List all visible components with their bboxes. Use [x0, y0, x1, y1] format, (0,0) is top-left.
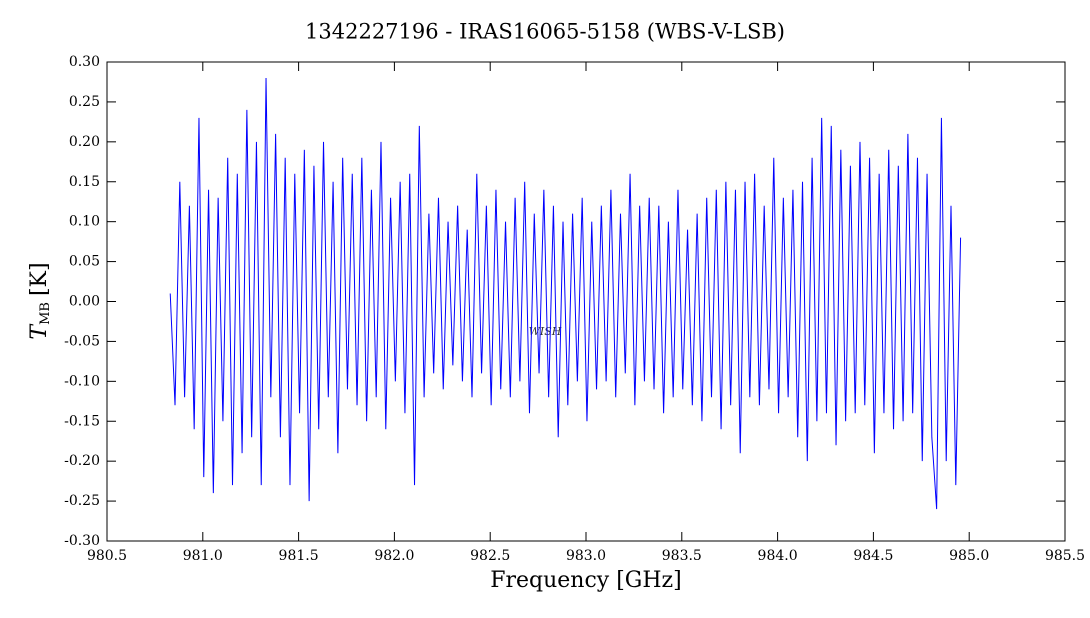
y-tick-label: -0.25: [64, 493, 100, 509]
y-tick-label: 0.20: [69, 134, 100, 150]
x-tick-label: 982.0: [374, 548, 414, 564]
y-tick-label: 0.25: [69, 94, 100, 110]
y-tick-label: 0.15: [69, 174, 100, 190]
y-tick-label: 0.05: [69, 254, 100, 270]
y-label-unit: [K]: [27, 262, 52, 296]
y-tick-label: -0.05: [64, 333, 100, 349]
y-tick-label: -0.20: [64, 453, 100, 469]
y-label-symbol: T: [27, 323, 52, 340]
chart-title: 1342227196 - IRAS16065-5158 (WBS-V-LSB): [305, 20, 785, 44]
x-tick-label: 984.0: [758, 548, 798, 564]
x-tick-label: 983.0: [566, 548, 606, 564]
y-tick-label: -0.10: [64, 373, 100, 389]
y-tick-label: 0.30: [69, 54, 100, 70]
x-tick-label: 981.5: [279, 548, 319, 564]
watermark: WISH: [529, 325, 562, 338]
spectrum-line: [169, 77, 962, 510]
x-tick-label: 983.5: [662, 548, 702, 564]
y-tick-label: -0.15: [64, 413, 100, 429]
x-tick-label: 982.5: [470, 548, 510, 564]
x-tick-label: 981.0: [183, 548, 223, 564]
x-tick-label: 984.5: [853, 548, 893, 564]
y-tick-label: -0.30: [64, 533, 100, 549]
y-tick-label: 0.00: [69, 294, 100, 310]
x-tick-label: 985.0: [949, 548, 989, 564]
y-label-subscript: MB: [38, 302, 53, 325]
x-tick-label: 985.5: [1045, 548, 1085, 564]
y-tick-label: 0.10: [69, 214, 100, 230]
x-axis-label: Frequency [GHz]: [490, 568, 682, 593]
y-axis-label: TMB [K]: [27, 262, 53, 339]
x-tick-label: 980.5: [87, 548, 127, 564]
